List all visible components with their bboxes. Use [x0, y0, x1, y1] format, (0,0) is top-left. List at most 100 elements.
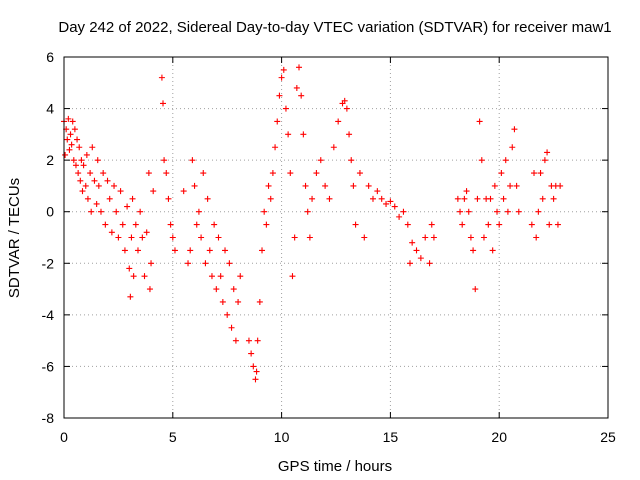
data-point	[104, 177, 111, 184]
data-point	[285, 131, 292, 138]
data-point	[350, 182, 357, 189]
data-point	[254, 337, 261, 344]
data-point	[476, 118, 483, 125]
data-point	[222, 247, 229, 254]
data-point	[228, 324, 235, 331]
data-point	[352, 221, 359, 228]
data-point	[544, 149, 551, 156]
data-point	[219, 298, 226, 305]
data-point	[422, 234, 429, 241]
data-point	[269, 170, 276, 177]
data-point	[472, 286, 479, 293]
data-point	[171, 247, 178, 254]
data-point	[74, 136, 81, 143]
data-point	[531, 170, 538, 177]
data-point	[346, 131, 353, 138]
data-point	[502, 157, 509, 164]
data-points	[61, 64, 564, 383]
data-point	[128, 234, 135, 241]
data-point	[409, 239, 416, 246]
data-point	[180, 188, 187, 195]
y-tick-label: -2	[42, 255, 55, 271]
data-point	[541, 157, 548, 164]
data-point	[163, 170, 170, 177]
data-point	[454, 195, 461, 202]
data-point	[80, 162, 87, 169]
data-point	[150, 188, 157, 195]
data-point	[413, 247, 420, 254]
data-point	[330, 144, 337, 151]
data-point	[158, 74, 165, 81]
data-point	[289, 273, 296, 280]
data-point	[272, 144, 279, 151]
data-point	[187, 247, 194, 254]
data-point	[191, 182, 198, 189]
data-point	[226, 260, 233, 267]
data-point	[374, 188, 381, 195]
y-tick-label: -4	[42, 307, 55, 323]
data-point	[478, 157, 485, 164]
data-point	[278, 74, 285, 81]
plot-frame	[63, 56, 609, 419]
data-point	[457, 208, 464, 215]
data-point	[117, 188, 124, 195]
data-point	[65, 115, 72, 122]
data-point	[263, 221, 270, 228]
x-tick-label: 15	[383, 429, 399, 445]
data-point	[300, 131, 307, 138]
data-point	[124, 203, 131, 210]
data-point	[430, 234, 437, 241]
data-point	[296, 64, 303, 71]
data-point	[245, 337, 252, 344]
data-point	[248, 350, 255, 357]
y-axis-label: SDTVAR / TECUs	[6, 178, 23, 298]
x-axis-label: GPS time / hours	[278, 458, 392, 475]
data-point	[306, 234, 313, 241]
y-tick-label: 4	[46, 101, 54, 117]
y-tick-label: 6	[46, 49, 54, 65]
data-point	[528, 221, 535, 228]
data-point	[406, 260, 413, 267]
data-point	[250, 363, 257, 370]
data-point	[130, 273, 137, 280]
data-point	[91, 177, 98, 184]
data-point	[87, 170, 94, 177]
data-point	[265, 182, 272, 189]
data-point	[82, 182, 89, 189]
data-point	[111, 182, 118, 189]
data-point	[70, 157, 77, 164]
data-point	[287, 170, 294, 177]
x-tick-label: 25	[600, 429, 616, 445]
data-point	[504, 208, 511, 215]
data-point	[400, 208, 407, 215]
data-point	[252, 376, 259, 383]
data-point	[361, 234, 368, 241]
data-point	[256, 298, 263, 305]
data-point	[232, 337, 239, 344]
data-point	[465, 208, 472, 215]
data-point	[356, 170, 363, 177]
data-point	[64, 136, 71, 143]
data-point	[139, 234, 146, 241]
data-point	[102, 221, 109, 228]
data-point	[161, 157, 168, 164]
data-point	[459, 221, 466, 228]
data-point	[137, 208, 144, 215]
data-point	[535, 208, 542, 215]
x-tick-label: 10	[274, 429, 290, 445]
data-point	[474, 195, 481, 202]
data-point	[557, 182, 564, 189]
data-point	[95, 182, 102, 189]
data-point	[513, 182, 520, 189]
data-point	[145, 170, 152, 177]
data-point	[62, 151, 69, 158]
data-point	[141, 273, 148, 280]
data-point	[143, 229, 150, 236]
data-point	[280, 66, 287, 73]
data-point	[200, 170, 207, 177]
data-point	[298, 92, 305, 99]
data-point	[304, 208, 311, 215]
data-point	[302, 182, 309, 189]
data-point	[378, 195, 385, 202]
data-point	[237, 273, 244, 280]
